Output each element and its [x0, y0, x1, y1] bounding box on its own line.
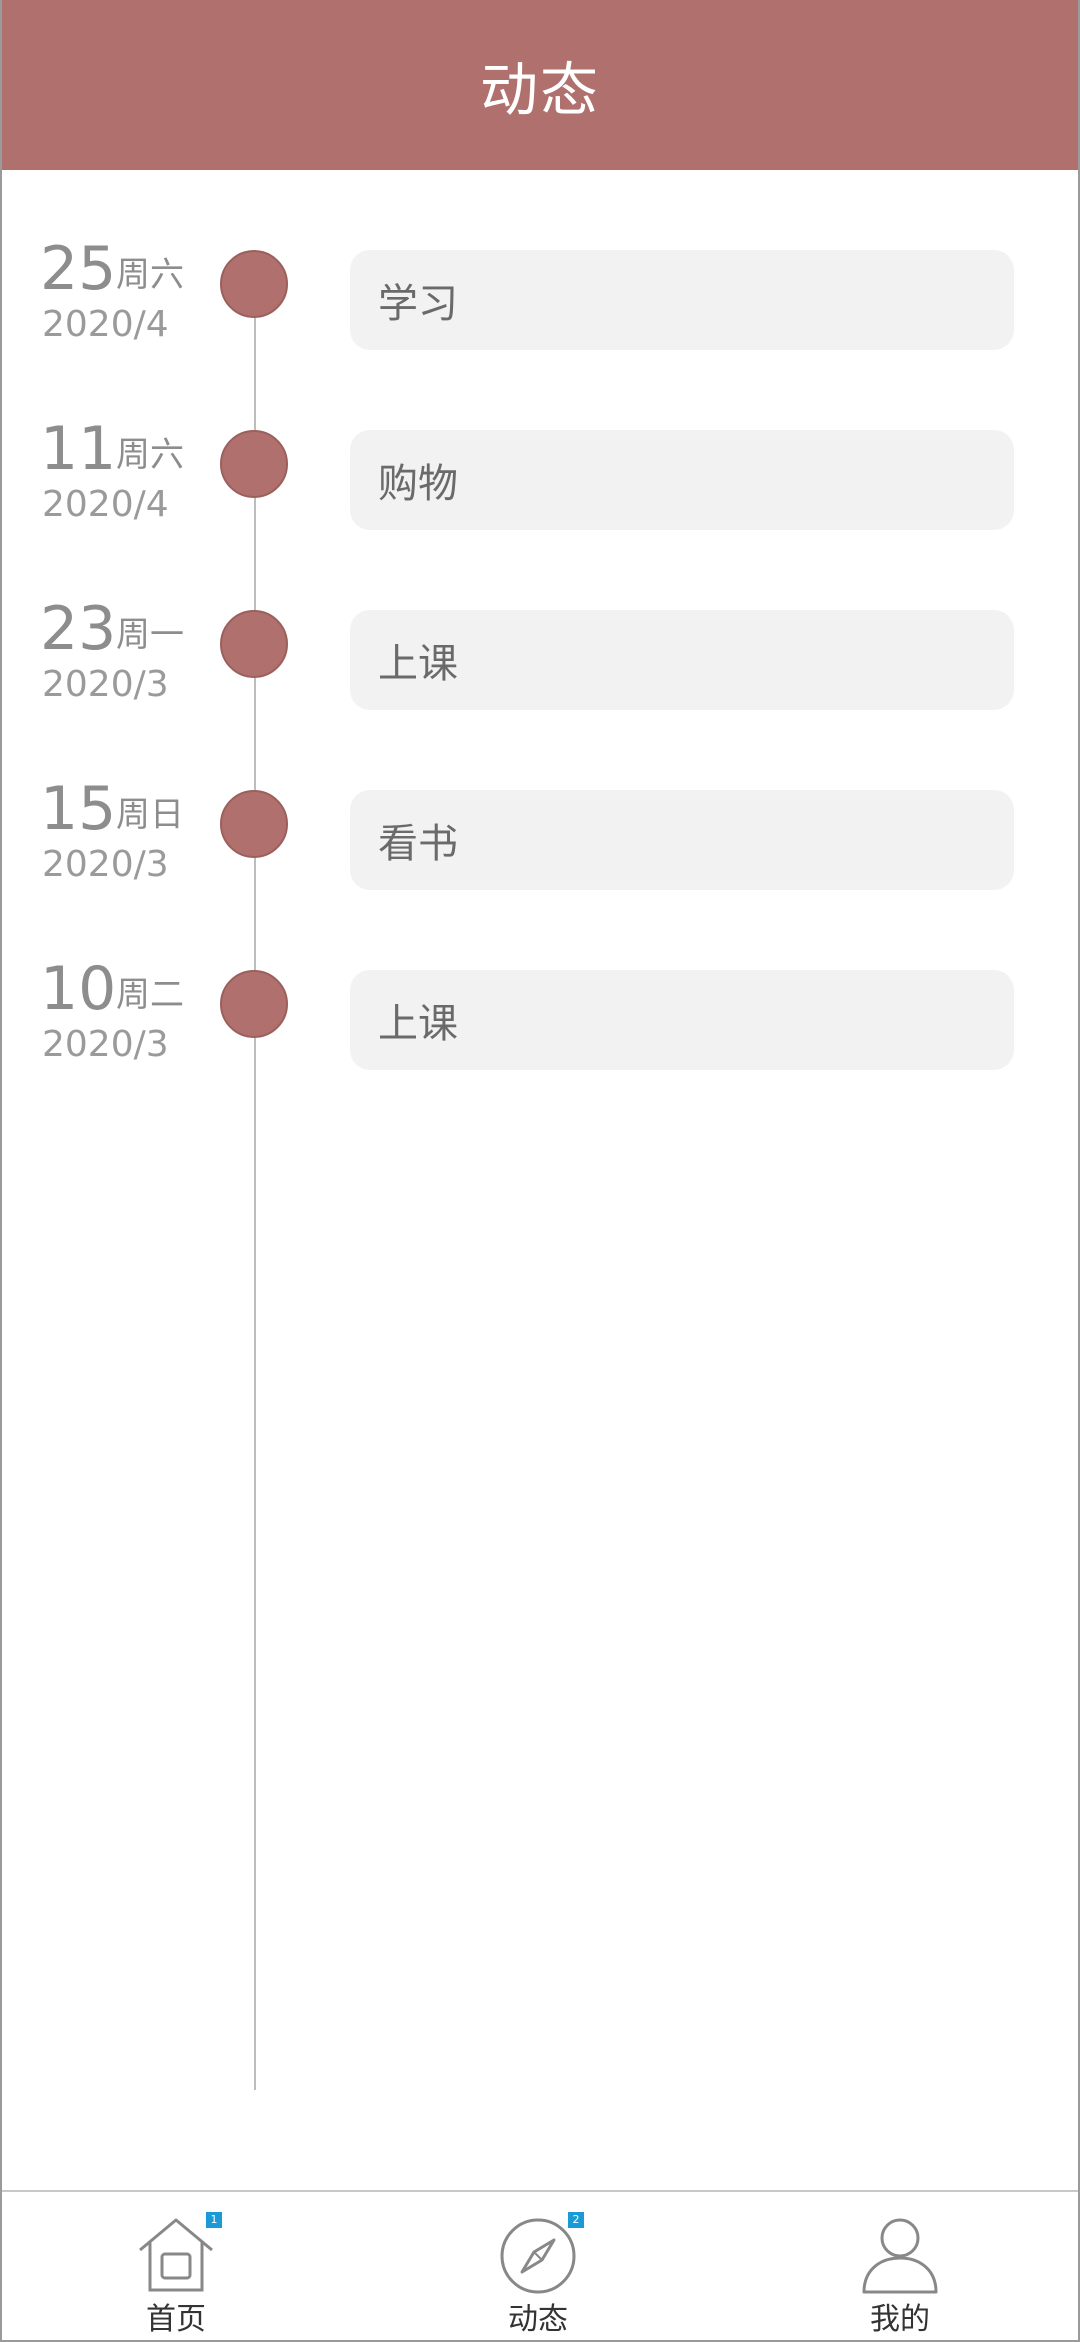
home-icon	[139, 2218, 213, 2292]
tab-badge: 2	[568, 2212, 584, 2228]
tab-label: 动态	[508, 2302, 568, 2337]
entry-day: 15	[40, 774, 117, 844]
activity-label: 学习	[378, 281, 458, 327]
timeline-entry: 11 周六 2020/4 购物	[0, 414, 1080, 554]
timeline-dot	[220, 250, 288, 318]
bottom-tab-bar: 1 首页 2 动态 我的	[0, 2190, 1080, 2342]
timeline-dot	[220, 430, 288, 498]
user-icon	[862, 2218, 938, 2294]
entry-weekday: 周一	[116, 615, 184, 655]
activity-card[interactable]: 学习	[350, 250, 1014, 350]
timeline-dot	[220, 790, 288, 858]
activity-label: 上课	[378, 641, 458, 687]
activity-label: 购物	[378, 461, 458, 507]
entry-yearmonth: 2020/3	[42, 1024, 169, 1065]
activity-card[interactable]: 上课	[350, 970, 1014, 1070]
tab-profile[interactable]: 我的	[800, 2192, 1000, 2342]
entry-weekday: 周二	[116, 975, 184, 1015]
page-title: 动态	[479, 56, 600, 124]
entry-weekday: 周六	[116, 255, 184, 295]
tab-feed[interactable]: 2 动态	[438, 2192, 638, 2342]
entry-weekday: 周六	[116, 435, 184, 475]
timeline-entry: 15 周日 2020/3 看书	[0, 774, 1080, 914]
entry-weekday: 周日	[116, 795, 184, 835]
timeline-entry: 10 周二 2020/3 上课	[0, 954, 1080, 1094]
entry-yearmonth: 2020/4	[42, 304, 169, 345]
entry-day: 10	[40, 954, 117, 1024]
activity-card[interactable]: 看书	[350, 790, 1014, 890]
timeline-entry: 25 周六 2020/4 学习	[0, 234, 1080, 374]
activity-card[interactable]: 购物	[350, 430, 1014, 530]
entry-day: 11	[40, 414, 117, 484]
app-header: 动态	[0, 0, 1080, 170]
entry-day: 23	[40, 594, 117, 664]
timeline-line	[254, 290, 256, 2090]
entry-yearmonth: 2020/3	[42, 664, 169, 705]
compass-icon	[500, 2218, 576, 2294]
tab-badge: 1	[206, 2212, 222, 2228]
activity-label: 看书	[378, 821, 458, 867]
entry-day: 25	[40, 234, 117, 304]
timeline-entry: 23 周一 2020/3 上课	[0, 594, 1080, 734]
tab-home[interactable]: 1 首页	[76, 2192, 276, 2342]
activity-label: 上课	[378, 1001, 458, 1047]
timeline-dot	[220, 610, 288, 678]
entry-yearmonth: 2020/3	[42, 844, 169, 885]
tab-label: 首页	[146, 2302, 206, 2337]
entry-yearmonth: 2020/4	[42, 484, 169, 525]
tab-label: 我的	[870, 2302, 930, 2337]
activity-card[interactable]: 上课	[350, 610, 1014, 710]
timeline-dot	[220, 970, 288, 1038]
